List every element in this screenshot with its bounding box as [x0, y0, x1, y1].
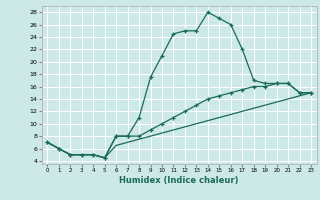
X-axis label: Humidex (Indice chaleur): Humidex (Indice chaleur) [119, 176, 239, 185]
